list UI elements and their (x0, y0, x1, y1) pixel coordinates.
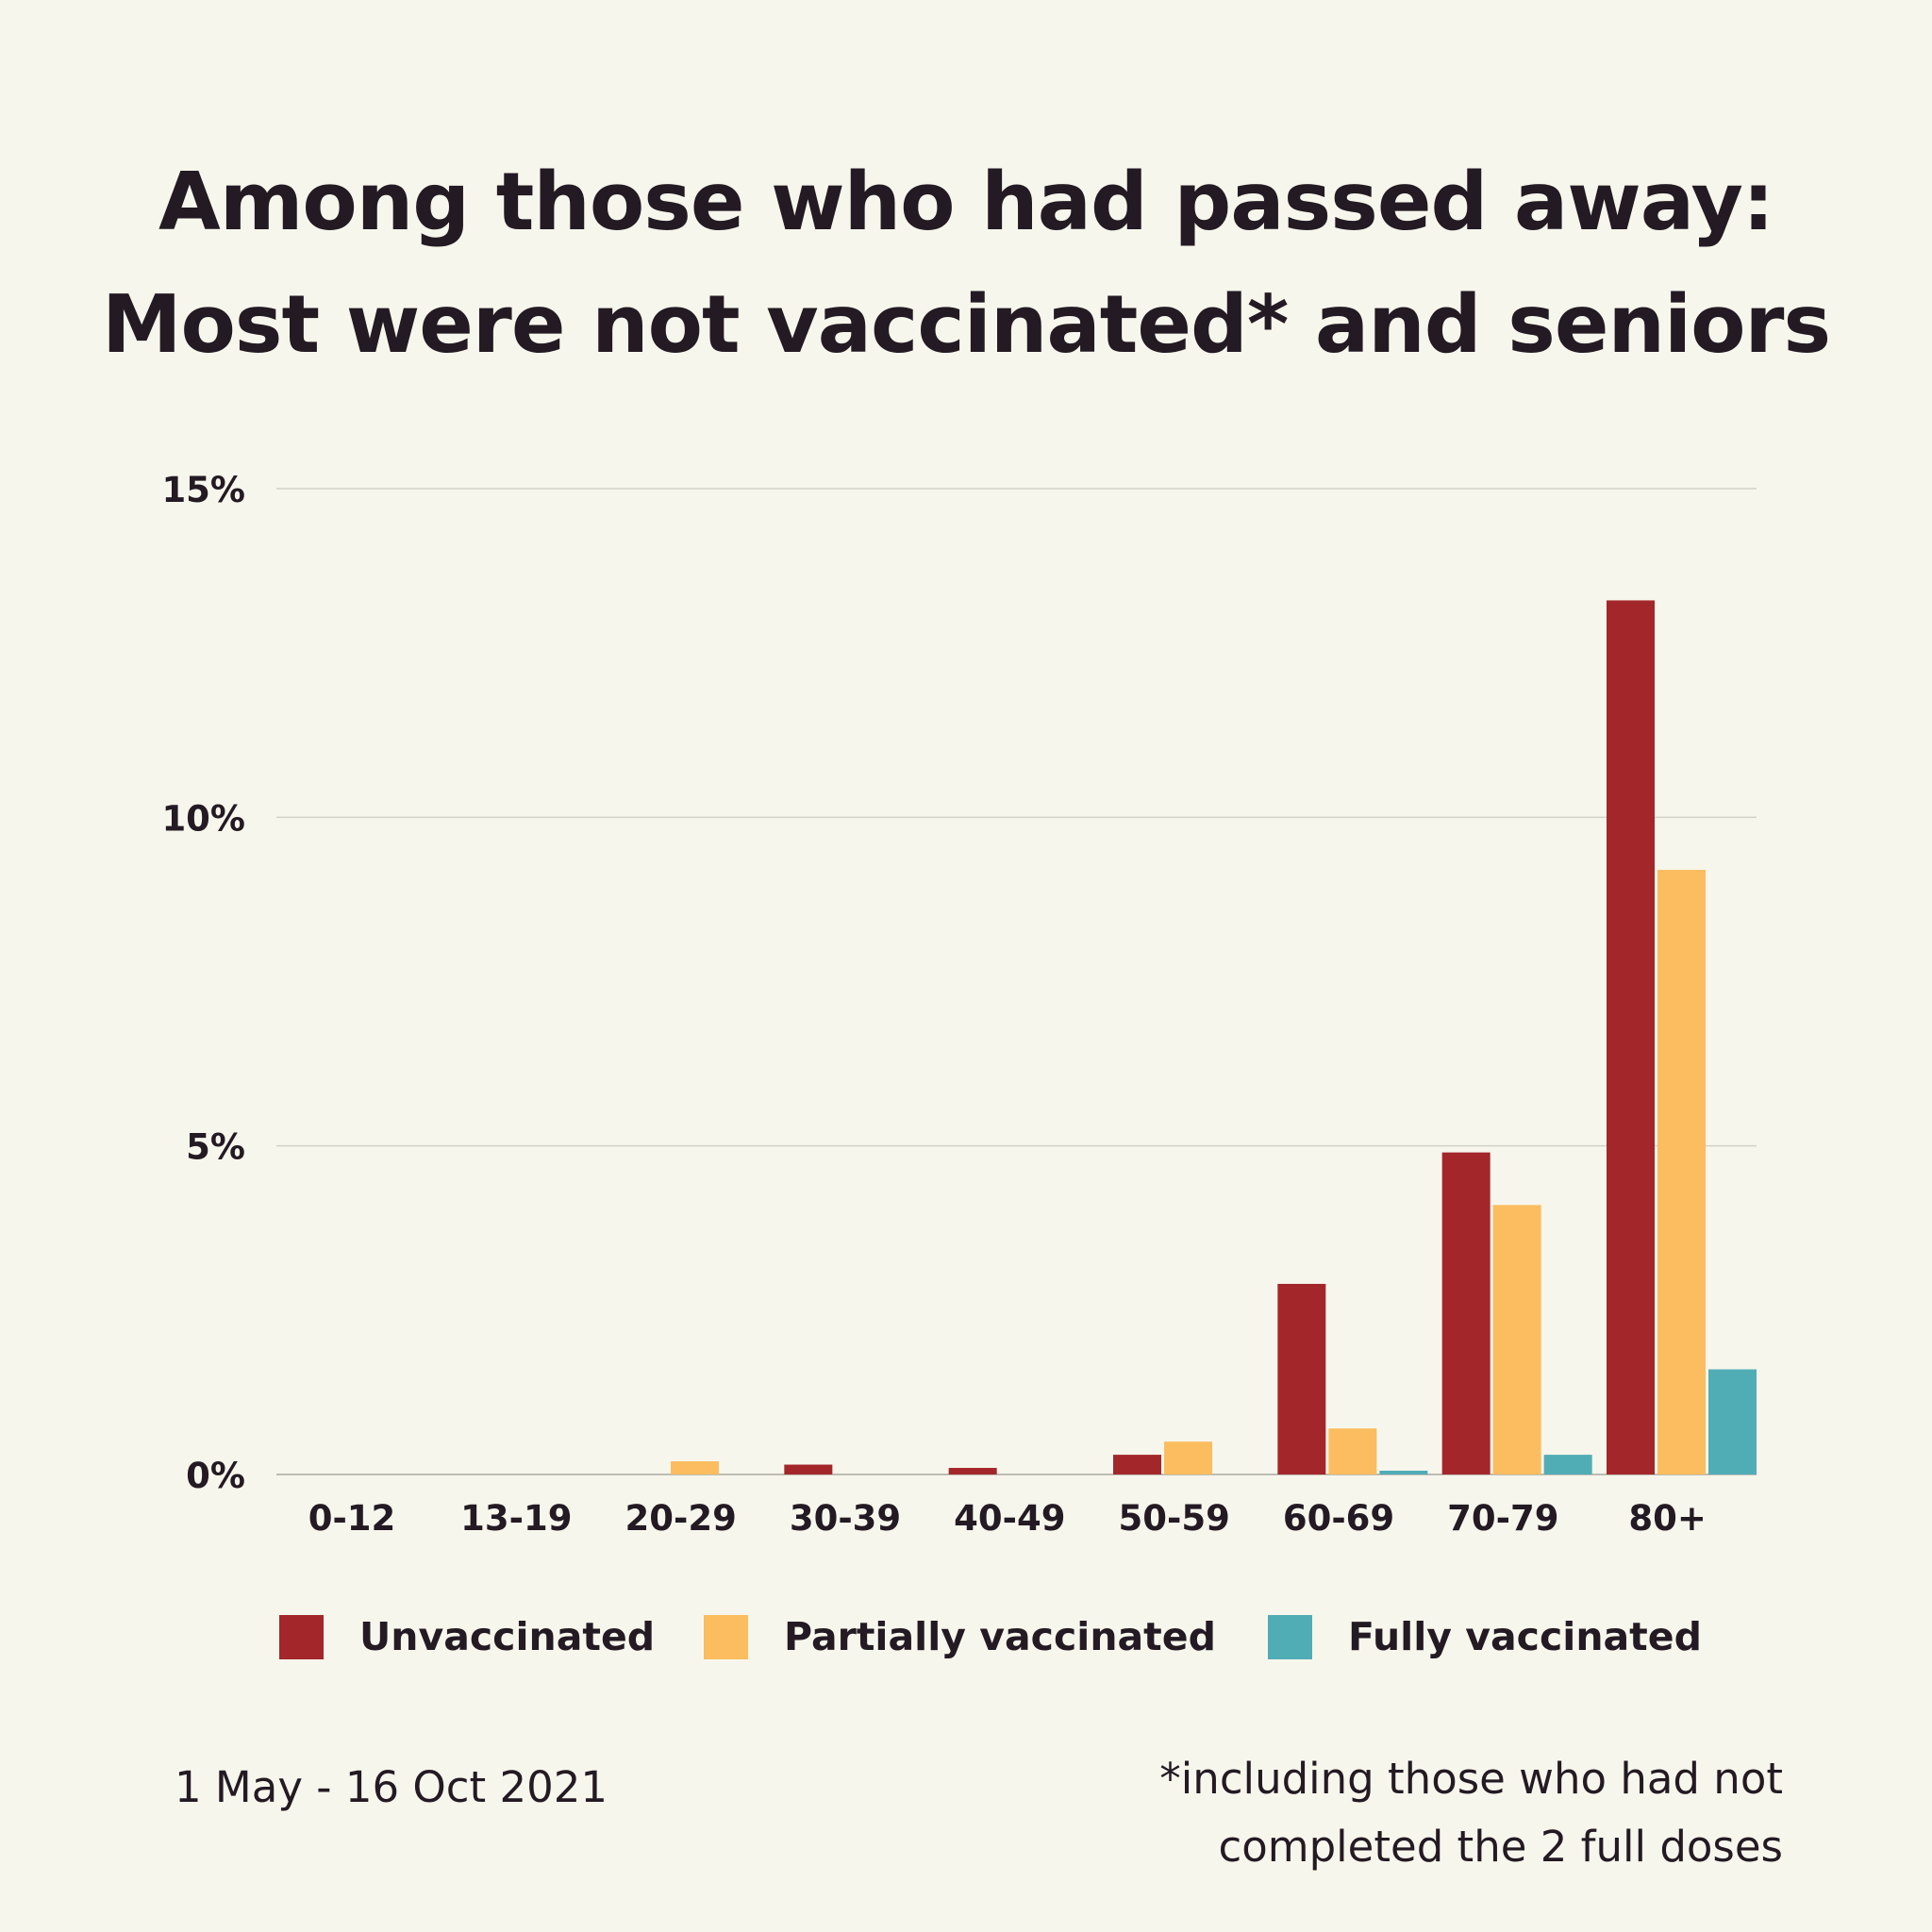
x-tick-label-60-69: 60-69 (1283, 1498, 1394, 1539)
y-tick-label-15: 15% (161, 470, 245, 510)
chart-legend: Unvaccinated Partially vaccinated Fully … (0, 1608, 1932, 1665)
date-range: 1 May - 16 Oct 2021 (175, 1762, 608, 1812)
bar-unvaccinated-30-39 (784, 1464, 833, 1474)
legend-label-partially-vaccinated: Partially vaccinated (784, 1614, 1216, 1659)
x-tick-label-40-49: 40-49 (954, 1498, 1065, 1539)
x-tick-label-70-79: 70-79 (1447, 1498, 1558, 1539)
x-tick-label-13-19: 13-19 (460, 1498, 572, 1539)
footnote-line-2: completed the 2 full doses (1218, 1822, 1784, 1872)
bar-fully-vaccinated-60-69 (1379, 1471, 1428, 1474)
bar-unvaccinated-40-49 (948, 1468, 997, 1474)
x-tick-label-30-39: 30-39 (790, 1498, 901, 1539)
bar-fully-vaccinated-70-79 (1543, 1455, 1592, 1474)
footnote: *including those who had not completed t… (934, 1745, 1783, 1881)
x-tick-label-80: 80+ (1628, 1498, 1707, 1539)
legend-swatch-unvaccinated (279, 1614, 324, 1659)
legend-swatch-fully-vaccinated (1268, 1614, 1312, 1659)
y-tick-label-10: 10% (161, 798, 245, 839)
bar-unvaccinated-60-69 (1277, 1283, 1326, 1474)
bar-fully-vaccinated-80 (1708, 1369, 1757, 1474)
bar-partially-vaccinated-20-29 (671, 1461, 719, 1474)
bar-unvaccinated-80 (1607, 600, 1655, 1474)
bar-chart: 0% 5% 10% 15% 0-12 13-19 20-29 30-39 40-49 50-59 6… (161, 470, 1757, 1539)
y-tick-label-5: 5% (186, 1127, 245, 1168)
bar-partially-vaccinated-70-79 (1492, 1205, 1541, 1474)
chart-title-line-2: Most were not vaccinated* and seniors (101, 278, 1831, 372)
y-tick-label-0: 0% (186, 1456, 245, 1496)
footnote-line-1: *including those who had not (1159, 1754, 1783, 1804)
legend-swatch-partially-vaccinated (704, 1614, 748, 1659)
x-tick-label-20-29: 20-29 (625, 1498, 736, 1539)
bar-partially-vaccinated-80 (1657, 870, 1706, 1474)
bar-unvaccinated-50-59 (1113, 1455, 1161, 1474)
chart-title-line-1: Among those who had passed away: (158, 156, 1774, 249)
x-tick-label-50-59: 50-59 (1118, 1498, 1229, 1539)
bar-partially-vaccinated-60-69 (1328, 1428, 1377, 1474)
chart-title: Among those who had passed away: Most we… (0, 142, 1932, 387)
legend-item-partially-vaccinated: Partially vaccinated (704, 1608, 1216, 1665)
bar-partially-vaccinated-50-59 (1164, 1441, 1212, 1474)
legend-item-fully-vaccinated: Fully vaccinated (1268, 1608, 1702, 1665)
legend-label-fully-vaccinated: Fully vaccinated (1348, 1614, 1702, 1659)
x-tick-label-0-12: 0-12 (308, 1498, 396, 1539)
legend-label-unvaccinated: Unvaccinated (359, 1614, 656, 1659)
bar-unvaccinated-70-79 (1441, 1152, 1491, 1474)
legend-item-unvaccinated: Unvaccinated (279, 1608, 655, 1665)
